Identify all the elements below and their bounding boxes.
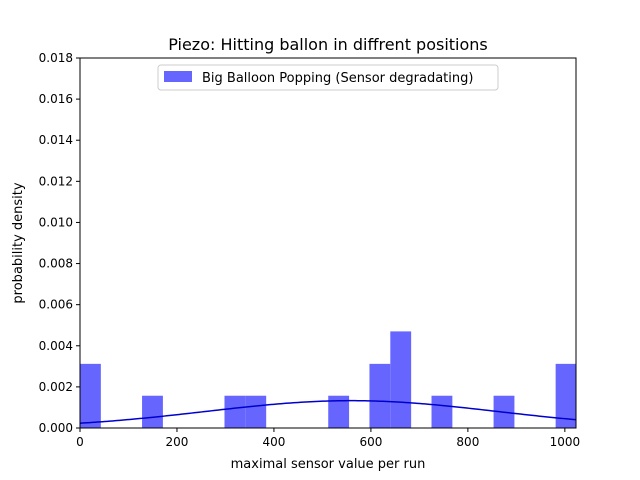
histogram-bar-2: [224, 395, 246, 428]
fit-curve-layer: [79, 399, 577, 424]
y-tick-label: 0.002: [39, 380, 73, 394]
histogram-bar-6: [390, 331, 412, 428]
legend-swatch: [164, 71, 192, 82]
chart-title: Piezo: Hitting ballon in diffrent positi…: [168, 35, 488, 54]
y-axis-ticks: 0.000 0.002 0.004 0.006 0.008 0.010 0.012 0.014…: [39, 51, 80, 435]
y-tick-label: 0.010: [39, 215, 73, 229]
x-tick-label: 800: [456, 435, 479, 449]
x-tick-label: 0: [76, 435, 84, 449]
histogram-bar-3: [245, 395, 267, 428]
x-tick-label: 200: [166, 435, 189, 449]
y-tick-label: 0.004: [39, 339, 73, 353]
legend: Big Balloon Popping (Sensor degradating): [157, 64, 499, 91]
histogram-bars: [80, 331, 576, 428]
x-tick-label: 600: [359, 435, 382, 449]
y-tick-label: 0.008: [39, 257, 73, 271]
y-axis-label: probability density: [11, 182, 26, 303]
x-tick-label: 400: [262, 435, 285, 449]
histogram-bar-0: [80, 363, 101, 428]
y-tick-label: 0.014: [39, 133, 73, 147]
histogram-bar-7: [431, 395, 453, 428]
x-tick-label: 1000: [550, 435, 581, 449]
plot-frame: [79, 57, 577, 429]
y-tick-label: 0.006: [39, 298, 73, 312]
histogram-bar-1: [142, 395, 163, 428]
legend-label: Big Balloon Popping (Sensor degradating): [202, 71, 473, 86]
legend-box: [157, 64, 499, 91]
y-tick-label: 0.018: [39, 51, 73, 65]
histogram-bar-9: [555, 363, 576, 428]
histogram-bar-5: [369, 363, 391, 428]
x-axis-ticks: 0 200 400 600 800 1000: [76, 428, 580, 449]
y-tick-label: 0.000: [39, 421, 73, 435]
y-tick-label: 0.016: [39, 92, 73, 106]
y-tick-label: 0.012: [39, 174, 73, 188]
normal-fit-curve: [79, 399, 577, 424]
x-axis-label: maximal sensor value per run: [231, 457, 426, 472]
histogram-bar-4: [328, 395, 350, 428]
